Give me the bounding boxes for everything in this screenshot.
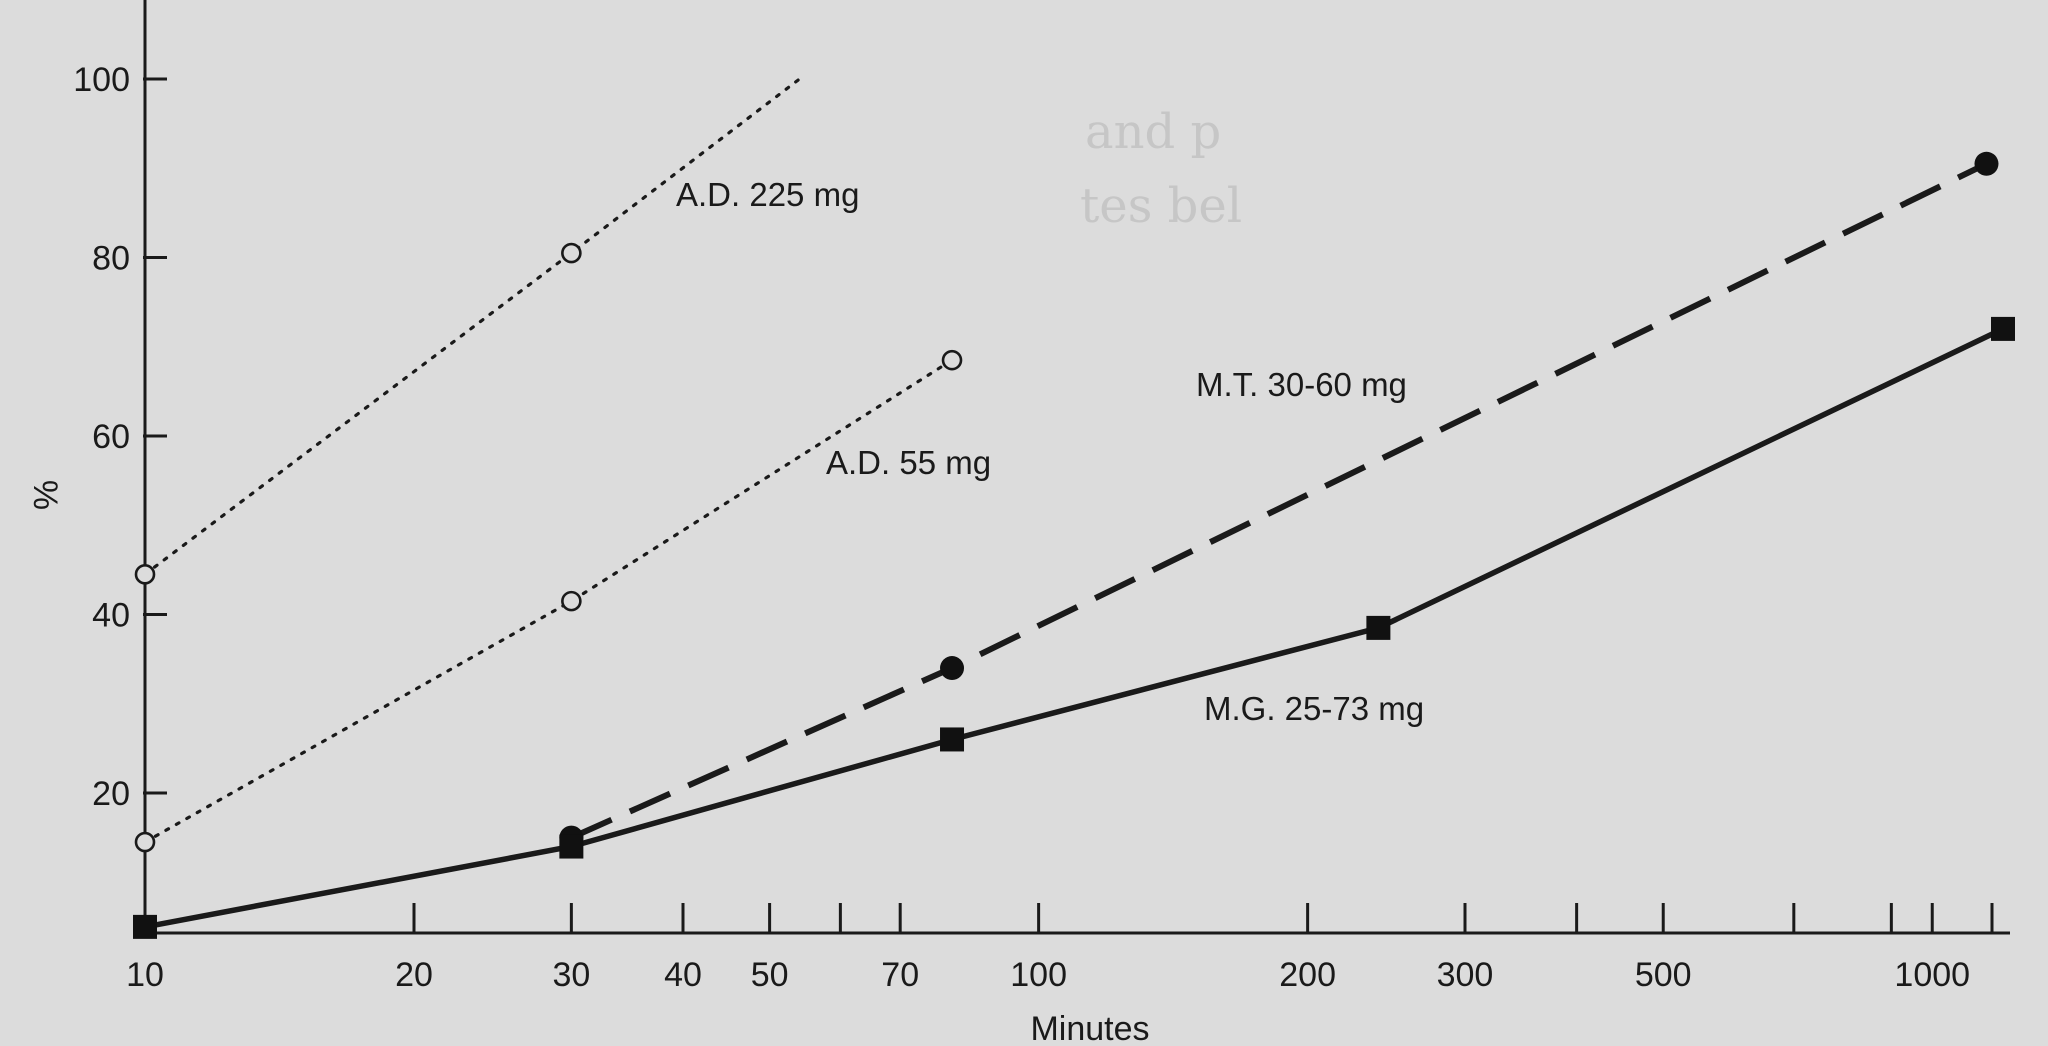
data-point [1991,316,2015,341]
data-point [941,349,963,371]
labels: Minutes% A.D. 225 mg A.D. 55 mg M.T. 30-60 … [26,176,1424,1046]
series-line-3 [144,326,2005,930]
series-label: M.G. 25-73 mg [1204,690,1424,727]
data-point [134,564,156,585]
x-tick-label: 300 [1437,956,1494,994]
x-tick-label: 1000 [1894,956,1970,994]
data-point [940,727,965,752]
x-tick-label: 40 [664,956,702,994]
y-tick-label: 40 [92,597,130,635]
data-point [134,831,156,853]
x-tick-label: 30 [552,956,590,994]
y-tick-label: 100 [73,61,130,99]
series-line-1 [143,358,954,844]
x-tick-label: 500 [1635,956,1692,994]
x-tick-label: 100 [1010,956,1067,994]
series-label: A.D. 225 mg [676,176,859,213]
data-point [559,834,584,859]
show-through-text-line: tes bel [1080,178,1242,234]
data-point [561,242,582,264]
y-tick-label: 60 [92,418,130,456]
data-point [940,656,965,681]
y-tick-label: 20 [92,775,130,813]
data-point [1366,615,1391,640]
y-tick-label: 80 [92,240,130,278]
series-label: M.T. 30-60 mg [1196,366,1407,403]
series [133,77,2015,939]
x-tick-label: 10 [126,956,164,994]
x-tick-label: 200 [1279,956,1336,994]
x-axis-title: Minutes [1030,1010,1149,1046]
data-point [133,914,157,939]
show-through-text-line: and p [1085,104,1221,160]
axes: 20 40 60 80 100 10 20 30 40 50 70 100 200 300 500 1000 [73,0,2010,994]
series-label: A.D. 55 mg [826,444,991,481]
x-tick-label: 50 [751,956,789,994]
data-point [1974,151,1999,176]
data-point [561,590,582,612]
show-through-text: and p tes bel [1080,104,1242,234]
y-axis-title: % [26,480,64,510]
series-line-0 [143,77,802,576]
series-line-2 [570,161,1988,841]
x-tick-label: 70 [881,956,919,994]
x-tick-label: 20 [395,956,433,994]
